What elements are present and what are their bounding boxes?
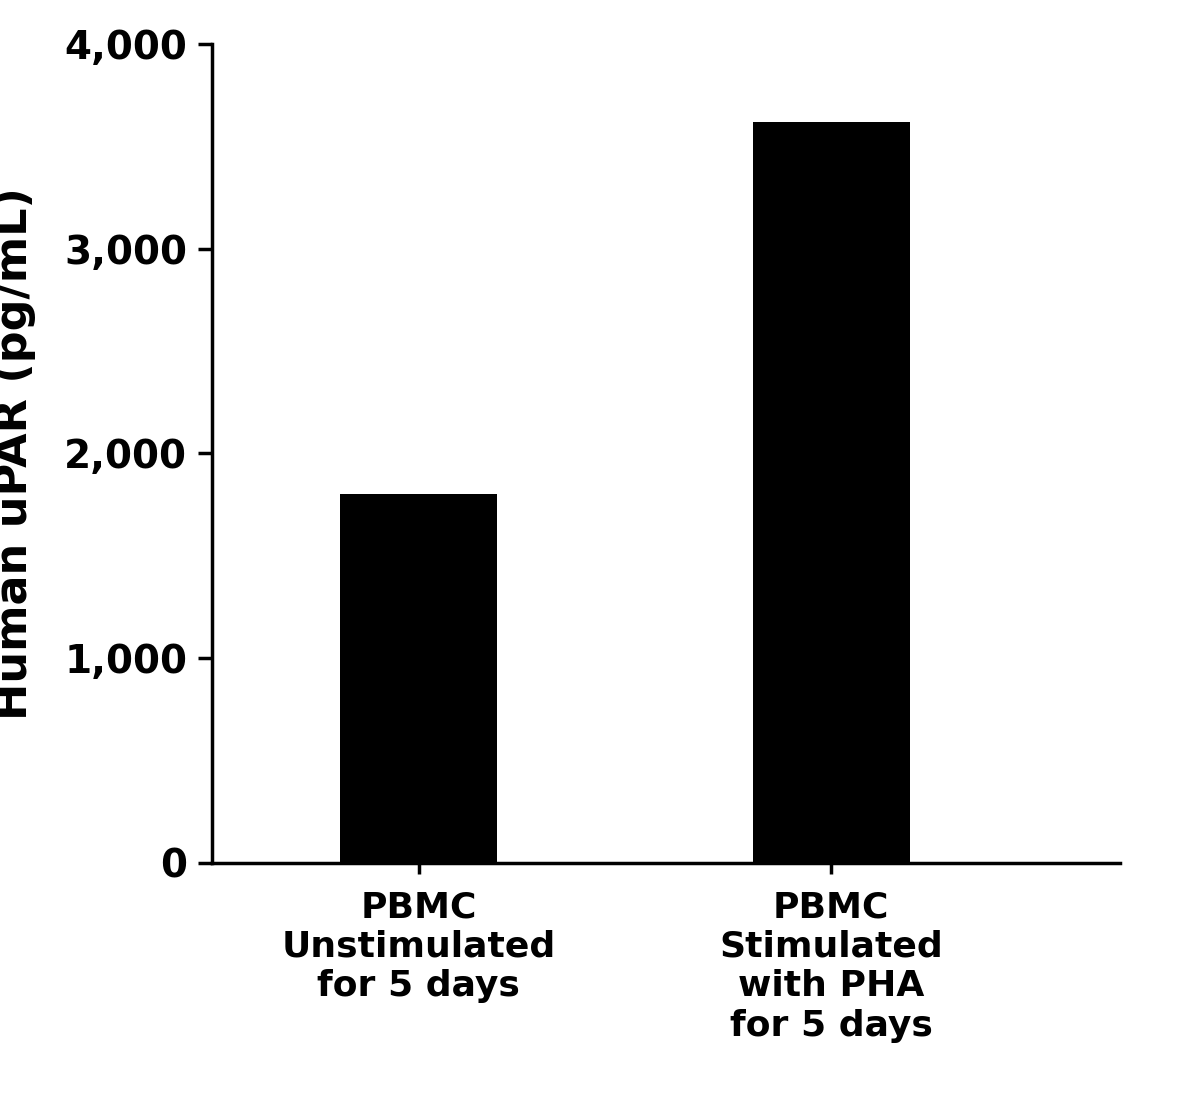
Bar: [341, 494, 498, 863]
Y-axis label: Human uPAR (pg/mL): Human uPAR (pg/mL): [0, 187, 37, 720]
Bar: [752, 122, 909, 863]
